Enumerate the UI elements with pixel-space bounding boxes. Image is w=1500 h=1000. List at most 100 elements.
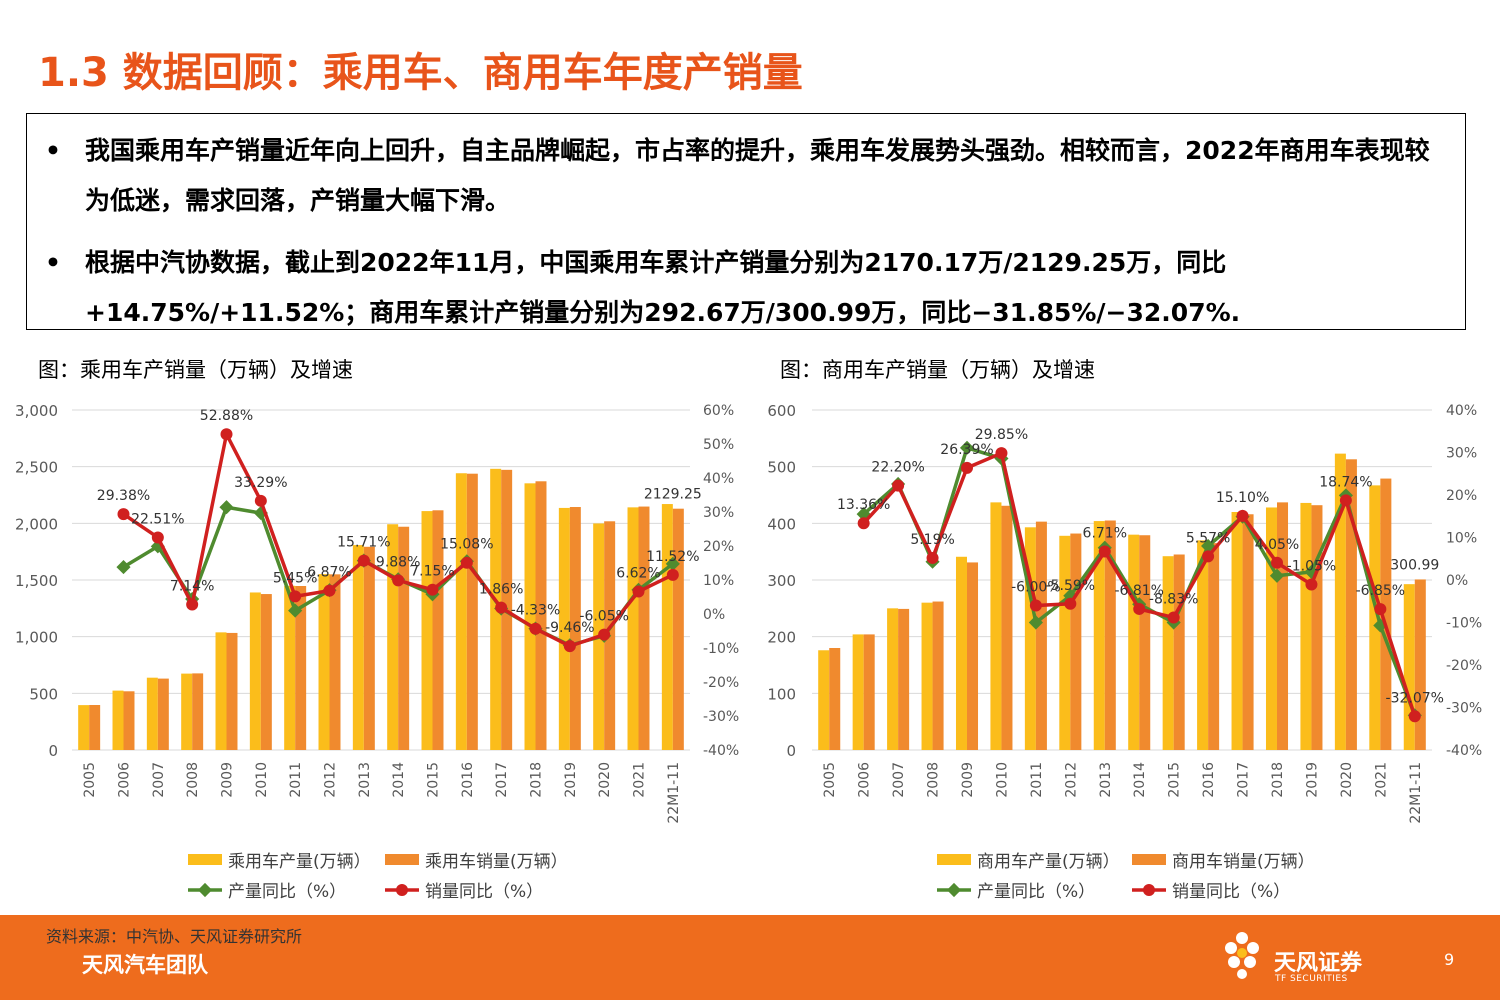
category-label: 2009 <box>960 762 976 798</box>
production-bar <box>627 507 639 750</box>
production-bar <box>1403 584 1415 750</box>
data-label: 52.88% <box>200 408 253 424</box>
sales-bar <box>123 691 135 750</box>
y-tick-label: 1,500 <box>15 572 58 590</box>
bullet-dot: • <box>45 248 61 277</box>
y2-tick-label: 40% <box>1446 403 1477 419</box>
sales-bar <box>638 506 650 750</box>
y2-tick-label: 10% <box>703 573 734 589</box>
category-label: 2005 <box>822 762 838 798</box>
production-bar <box>1231 512 1243 750</box>
category-label: 22M1-11 <box>1408 762 1424 824</box>
sales-bar <box>863 634 875 750</box>
source-note: 资料来源：中汽协、天风证券研究所 <box>46 927 303 946</box>
sales-growth-point <box>1374 603 1387 616</box>
data-label: -6.00% <box>1011 580 1061 596</box>
legend-production-marker <box>197 882 213 898</box>
category-label: 2021 <box>1373 762 1389 798</box>
sales-growth-point <box>926 551 939 564</box>
data-label: 9.88% <box>376 554 420 570</box>
production-bar <box>318 574 330 750</box>
sales-growth-point <box>1064 597 1077 610</box>
sales-bar <box>1139 535 1151 750</box>
production-bar <box>1300 502 1312 750</box>
production-growth-point <box>1028 615 1043 630</box>
legend-label: 销量同比（%） <box>425 882 543 902</box>
data-label: 5.19% <box>910 532 954 548</box>
data-label: 11.52% <box>646 549 699 565</box>
category-label: 2008 <box>926 762 942 798</box>
production-bar <box>1369 485 1381 750</box>
sales-growth-point <box>632 585 645 598</box>
data-label: 22.20% <box>871 460 924 476</box>
data-label: -32.07% <box>1386 690 1444 706</box>
production-bar <box>558 507 570 750</box>
data-label: 5.45% <box>273 570 317 586</box>
category-label: 2013 <box>357 762 373 798</box>
legend-label: 乘用车销量(万辆） <box>425 852 568 872</box>
category-label: 2017 <box>1236 762 1252 798</box>
bullet-1: • 我国乘用车产销量近年向上回升，自主品牌崛起，市占率的提升，乘用车发展势头强劲… <box>39 126 1449 226</box>
production-growth-point <box>1269 568 1285 583</box>
sales-bar <box>1173 554 1185 750</box>
sales-bar <box>295 586 307 750</box>
sales-growth-point <box>495 601 508 614</box>
category-label: 2018 <box>1270 762 1286 798</box>
sales-growth-point <box>529 622 542 635</box>
y2-tick-label: 10% <box>1446 531 1477 547</box>
sales-bar <box>192 673 204 750</box>
category-label: 2020 <box>597 762 613 798</box>
sales-bar <box>1242 514 1254 750</box>
production-bar <box>1093 521 1105 750</box>
sales-growth-point <box>1305 578 1318 591</box>
data-label: -9.46% <box>545 620 595 636</box>
y-tick-label: 300 <box>767 572 796 590</box>
data-label: 7.14% <box>170 578 214 594</box>
legend-label: 销量同比（%） <box>1172 882 1290 902</box>
sales-bar <box>89 705 101 750</box>
category-label: 2015 <box>1167 762 1183 798</box>
sales-bar <box>535 481 547 750</box>
plot-area: 0 500 1,000 1,500 2,000 2,500 3,000 -40% -30% -20… <box>15 402 739 902</box>
data-label: -1.05% <box>1287 558 1337 574</box>
legend-label: 商用车销量(万辆） <box>1172 852 1315 872</box>
category-label: 2013 <box>1098 762 1114 798</box>
data-label: 13.36% <box>837 497 890 513</box>
category-label: 2008 <box>185 762 201 798</box>
sales-bar <box>1035 521 1047 750</box>
y2-tick-label: 0% <box>1446 573 1468 589</box>
legend-label: 商用车产量(万辆） <box>977 852 1120 872</box>
bullet-1-text: 我国乘用车产销量近年向上回升，自主品牌崛起，市占率的提升，乘用车发展势头强劲。相… <box>85 136 1430 215</box>
bullet-2-text: 根据中汽协数据，截止到2022年11月，中国乘用车累计产销量分别为2170.17… <box>85 248 1241 327</box>
production-bar <box>1162 556 1174 750</box>
y-tick-label: 0 <box>48 742 58 760</box>
category-label: 2020 <box>1339 762 1355 798</box>
legend-production-marker <box>946 882 962 898</box>
sales-growth-point <box>1098 545 1111 558</box>
category-label: 2009 <box>220 762 236 798</box>
production-bar <box>921 602 933 750</box>
legend-label: 产量同比（%） <box>228 882 346 902</box>
category-label: 2007 <box>891 762 907 798</box>
legend-production-bar-swatch <box>188 854 222 865</box>
sales-growth-point <box>1408 710 1421 723</box>
team-name: 天风汽车团队 <box>82 953 208 977</box>
data-label: 5.57% <box>1186 530 1230 546</box>
category-label: 2015 <box>426 762 442 798</box>
production-bar <box>1197 540 1209 750</box>
y-tick-label: 100 <box>767 685 796 703</box>
y2-tick-label: -10% <box>1446 616 1482 632</box>
y-tick-label: 400 <box>767 515 796 533</box>
category-label: 2007 <box>151 762 167 798</box>
production-growth-point <box>116 560 131 575</box>
category-label: 2016 <box>1201 762 1217 798</box>
category-label: 2010 <box>254 762 270 798</box>
y2-tick-label: -30% <box>1446 701 1482 717</box>
y2-tick-label: 0% <box>703 607 725 623</box>
y-tick-label: 600 <box>767 402 796 420</box>
sales-growth-point <box>392 574 405 587</box>
production-bar <box>249 592 261 750</box>
category-label: 2011 <box>1029 762 1045 798</box>
category-label: 22M1-11 <box>666 762 682 824</box>
data-label: 29.85% <box>975 427 1028 443</box>
